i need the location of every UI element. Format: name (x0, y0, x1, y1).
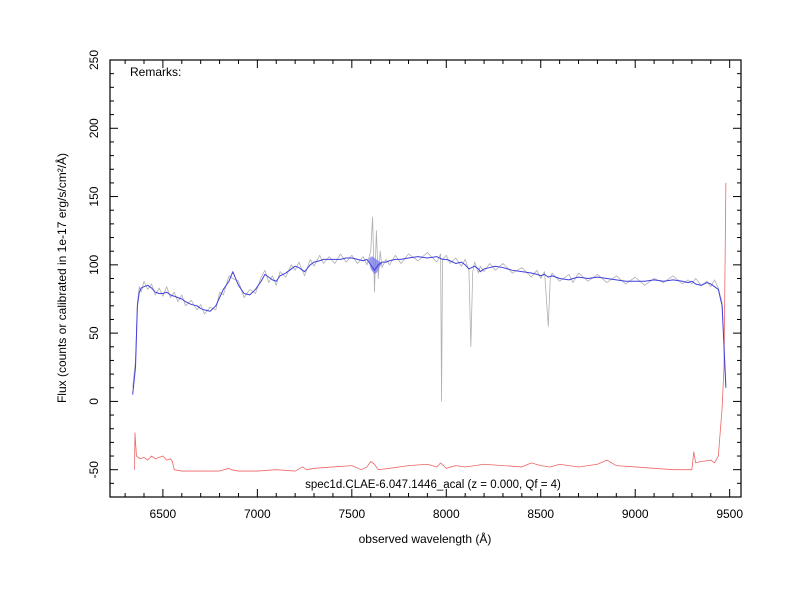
axis-tick-labels: 6500 7000 7500 8000 8500 9000 9500 -50 0 50 100 150… (87, 50, 743, 521)
spectrum-caption: spec1d.CLAE-6.047.1446_acal (z = 0.000, … (305, 479, 561, 491)
y-tick-label: 0 (87, 398, 101, 405)
data-series-line (132, 216, 727, 402)
x-tick-label: 6500 (150, 507, 177, 521)
y-axis-label: Flux (counts or calibrated in 1e-17 erg/… (54, 153, 69, 403)
x-tick-label: 7500 (338, 507, 365, 521)
axis-ticks (110, 59, 741, 498)
error-series-line (134, 182, 727, 472)
remarks-label: Remarks: (130, 65, 181, 79)
x-tick-label: 8000 (433, 507, 460, 521)
y-tick-label: 150 (87, 186, 101, 206)
series-layer (132, 182, 727, 472)
x-tick-label: 8500 (527, 507, 554, 521)
model-series-line (132, 256, 727, 395)
x-tick-label: 9000 (622, 507, 649, 521)
plot-frame (109, 59, 742, 498)
x-tick-label: 9500 (716, 507, 743, 521)
y-tick-label: 100 (87, 255, 101, 275)
model-uncertainty-band (368, 256, 383, 275)
x-axis-label: observed wavelength (Å) (359, 531, 492, 546)
x-tick-label: 7000 (244, 507, 271, 521)
y-tick-label: 250 (87, 50, 101, 70)
y-tick-label: -50 (87, 461, 101, 479)
y-tick-label: 200 (87, 118, 101, 138)
y-tick-label: 50 (87, 326, 101, 340)
